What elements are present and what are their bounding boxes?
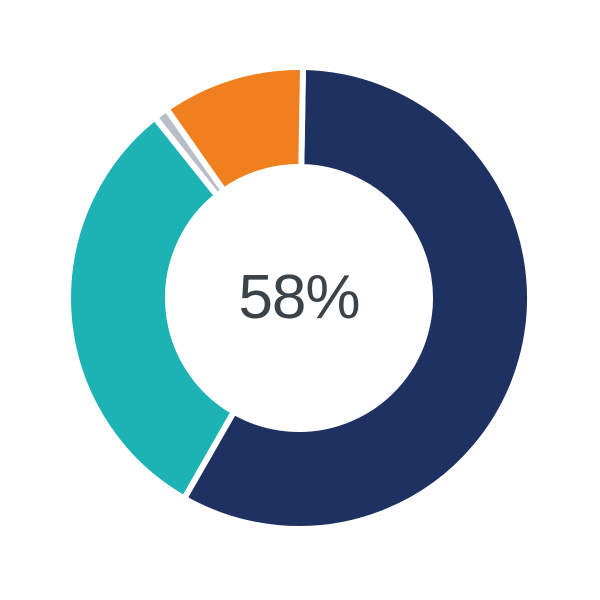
donut-center-label: 58% bbox=[238, 263, 360, 332]
donut-segment-orange bbox=[162, 64, 307, 195]
donut-hole bbox=[168, 167, 430, 429]
donut-segment-teal bbox=[65, 113, 238, 503]
donut-segment-navy bbox=[180, 63, 533, 532]
